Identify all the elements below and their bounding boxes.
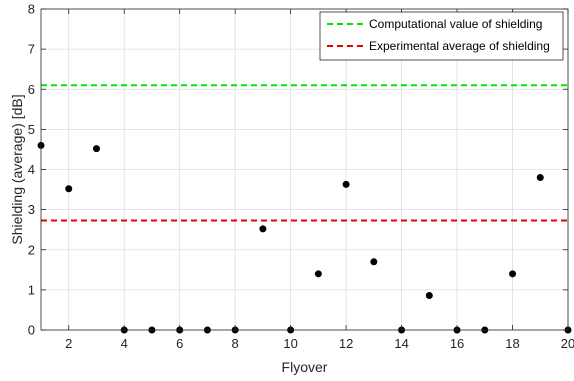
x-tick-label: 10 [283, 336, 297, 351]
data-point [370, 258, 378, 266]
x-tick-label: 20 [561, 336, 574, 351]
y-tick-label: 4 [28, 162, 35, 177]
y-tick-label: 3 [28, 202, 35, 217]
x-tick-label: 16 [450, 336, 464, 351]
x-axis-label: Flyover [282, 359, 328, 375]
x-tick-label: 2 [65, 336, 72, 351]
data-point [425, 291, 433, 299]
y-axis-label: Shielding (average) [dB] [9, 94, 25, 244]
data-point [509, 270, 517, 278]
x-tick-label: 6 [176, 336, 183, 351]
x-tick-label: 18 [505, 336, 519, 351]
data-point [314, 270, 322, 278]
y-tick-label: 6 [28, 82, 35, 97]
x-tick-label: 14 [394, 336, 408, 351]
legend-box [319, 11, 564, 61]
legend-label-computational: Computational value of shielding [369, 17, 542, 31]
y-tick-label: 7 [28, 42, 35, 57]
data-point [92, 145, 100, 153]
y-tick-label: 8 [28, 2, 35, 17]
axis-ticks [41, 8, 569, 331]
reference-lines [41, 84, 568, 222]
data-point [259, 225, 267, 233]
y-tick-label: 1 [28, 282, 35, 297]
x-tick-label: 8 [232, 336, 239, 351]
x-tick-label: 12 [339, 336, 353, 351]
data-point [536, 174, 544, 182]
x-tick-label: 4 [121, 336, 128, 351]
y-tick-label: 0 [28, 323, 35, 338]
legend: Computational value of shielding Experim… [319, 11, 564, 61]
y-tick-label: 2 [28, 242, 35, 257]
y-tick-label: 5 [28, 122, 35, 137]
legend-label-experimental: Experimental average of shielding [369, 39, 550, 53]
data-point [342, 180, 350, 188]
data-point [65, 185, 73, 193]
